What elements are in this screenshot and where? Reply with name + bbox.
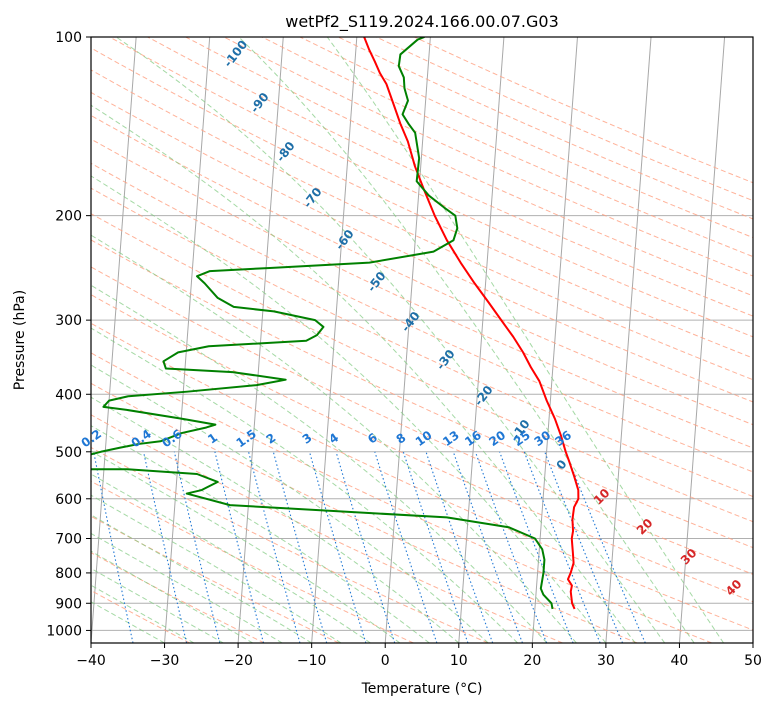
y-tick-label: 400: [55, 387, 82, 403]
mixing-ratio-line: [544, 451, 624, 643]
y-tick-label: 700: [55, 532, 82, 548]
isotherm-line: [91, 37, 137, 643]
mixing-ratio-line: [523, 451, 601, 643]
temperature-line: [363, 37, 580, 610]
x-tick-label: 20: [523, 653, 541, 669]
dry-adiabat: [91, 480, 414, 643]
chart-title: wetPf2_S119.2024.166.00.07.G03: [285, 12, 559, 32]
moist-adiabat: [326, 37, 724, 643]
x-tick-label: −10: [297, 653, 327, 669]
mixing-ratio-line: [499, 451, 574, 643]
mixing-ratio-line: [143, 451, 188, 643]
dry-adiabats: [91, 37, 753, 643]
mixing-ratio-line: [248, 451, 301, 643]
mixing-ratio-line: [93, 451, 134, 643]
isotherm-line: [384, 37, 431, 643]
moist-adiabat: [91, 396, 460, 643]
dry-adiabat: [91, 294, 753, 603]
dewpoint-line: [91, 37, 554, 610]
moist-adiabat: [91, 532, 283, 643]
y-tick-label: 200: [55, 209, 82, 225]
dry-adiabat: [91, 322, 753, 631]
isotherm-line: [458, 37, 505, 643]
moist-adiabat: [91, 104, 636, 643]
moist-adiabat: [91, 514, 312, 643]
mixing-ratio-line: [564, 451, 646, 643]
x-tick-label: 40: [671, 653, 689, 669]
x-axis-label: Temperature (°C): [361, 681, 483, 697]
isotherm-line: [531, 37, 578, 643]
x-tick-label: −40: [76, 653, 106, 669]
mixing-ratio-lines: [93, 451, 646, 643]
moist-adiabat: [91, 327, 518, 643]
dry-adiabat: [91, 138, 753, 449]
dry-adiabat: [91, 239, 753, 549]
mixing-ratio-line: [308, 451, 367, 643]
y-tick-label: 500: [55, 445, 82, 461]
mixing-ratio-line: [214, 451, 265, 643]
mixing-ratio-line: [335, 451, 396, 643]
x-tick-label: −20: [223, 653, 253, 669]
dry-adiabat: [91, 187, 753, 498]
dry-adiabat: [91, 515, 340, 643]
y-tick-label: 100: [55, 30, 82, 46]
y-tick-label: 800: [55, 566, 82, 582]
mixing-ratio-line: [474, 451, 548, 643]
y-axis-label: Pressure (hPa): [12, 290, 28, 390]
moist-adiabat: [91, 450, 401, 643]
dry-adiabat: [91, 213, 753, 523]
moist-adiabat: [91, 175, 607, 643]
profile-lines: [91, 37, 580, 610]
x-tick-label: 0: [381, 653, 390, 669]
moist-adiabat: [91, 364, 489, 643]
y-axis: 100 200 300 400 500 600 700 800 900 1000: [46, 30, 91, 639]
x-axis: −40 −30 −20 −10 0 10 20 30 40 50: [76, 643, 762, 669]
y-tick-label: 900: [55, 596, 82, 612]
mixing-ratio-line: [272, 451, 328, 643]
isotherm-line: [678, 37, 726, 643]
x-tick-label: 10: [450, 653, 468, 669]
mixing-ratio-line: [452, 451, 523, 643]
dry-adiabat: [91, 162, 753, 473]
x-tick-label: 30: [597, 653, 615, 669]
mixing-ratio-line: [425, 451, 494, 643]
plot-frame: [90, 36, 754, 644]
mixing-ratio-line: [173, 451, 221, 643]
dry-adiabat: [91, 414, 563, 643]
dry-adiabat: [109, 37, 753, 338]
y-tick-label: 600: [55, 492, 82, 508]
moist-adiabat: [91, 234, 577, 643]
y-tick-label: 300: [55, 313, 82, 329]
x-tick-label: −30: [150, 653, 180, 669]
mixing-ratio-line: [374, 451, 438, 643]
moist-adiabat: [91, 473, 371, 643]
moist-adiabat: [238, 37, 695, 643]
mixing-ratio-line: [402, 451, 469, 643]
x-tick-label: 50: [744, 653, 762, 669]
dry-adiabat: [185, 37, 753, 297]
y-tick-label: 1000: [46, 623, 82, 639]
dry-adiabat: [147, 37, 753, 317]
dry-adiabat: [91, 589, 190, 643]
moist-adiabat: [115, 37, 666, 643]
